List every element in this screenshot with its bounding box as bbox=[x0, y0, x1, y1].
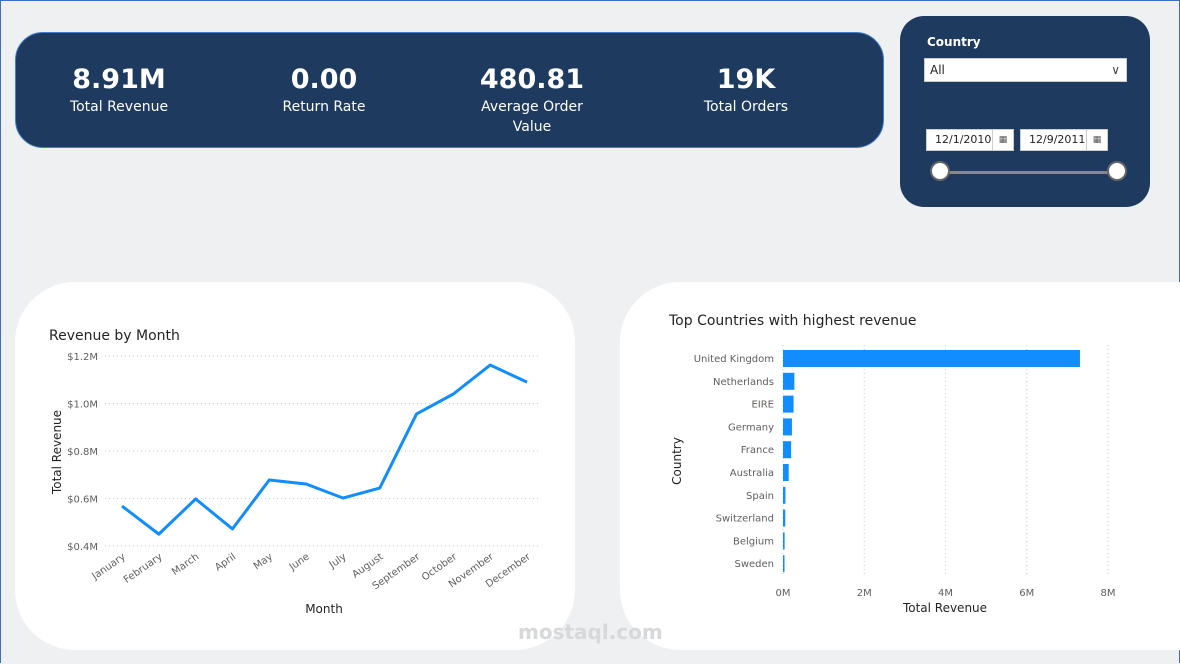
kpi-total-orders: 19K Total Orders bbox=[646, 63, 846, 117]
y-tick-label: $1.0M bbox=[67, 400, 98, 411]
kpi-value: 480.81 bbox=[479, 64, 585, 95]
bar bbox=[783, 395, 794, 413]
country-selected-value: All bbox=[930, 63, 945, 77]
x-tick-label: April bbox=[213, 551, 238, 573]
kpi-value: 8.91M bbox=[72, 64, 166, 95]
bar bbox=[783, 418, 792, 436]
x-tick-label: March bbox=[170, 551, 201, 577]
date-range-start-handle[interactable] bbox=[930, 161, 950, 181]
kpi-value: 19K bbox=[716, 64, 776, 95]
filter-panel: Country All ∨ 12/1/2010 ▦ 12/9/2011 ▦ bbox=[900, 16, 1150, 207]
watermark: mostaql.com bbox=[518, 620, 663, 644]
x-tick-label: 2M bbox=[857, 588, 872, 599]
kpi-panel: 8.91M Total Revenue 0.00 Return Rate 480.8… bbox=[15, 32, 884, 148]
y-tick-label: $0.8M bbox=[67, 447, 98, 458]
end-date-value: 12/9/2011 bbox=[1029, 133, 1086, 146]
date-range-end-handle[interactable] bbox=[1107, 161, 1127, 181]
bar bbox=[783, 350, 1080, 367]
revenue-by-month-card: Revenue by Month bbox=[15, 282, 575, 650]
kpi-label: Total Orders bbox=[703, 99, 789, 115]
y-tick-label: Sweden bbox=[734, 559, 774, 570]
kpi-value: 0.00 bbox=[290, 64, 358, 95]
kpi-return-rate: 0.00 Return Rate bbox=[224, 63, 424, 117]
x-axis-title: Total Revenue bbox=[902, 601, 987, 615]
x-tick-label: 4M bbox=[938, 588, 953, 599]
kpi-label: Average Order Value bbox=[481, 99, 583, 135]
kpi-total-revenue: 8.91M Total Revenue bbox=[19, 63, 219, 117]
x-tick-label: 0M bbox=[776, 588, 791, 599]
end-date-input[interactable]: 12/9/2011 ▦ bbox=[1020, 129, 1108, 151]
y-tick-label: Belgium bbox=[733, 536, 774, 547]
calendar-icon[interactable]: ▦ bbox=[1086, 130, 1107, 150]
x-tick-label: May bbox=[252, 551, 275, 572]
start-date-input[interactable]: 12/1/2010 ▦ bbox=[926, 129, 1014, 151]
x-tick-label: 6M bbox=[1019, 588, 1034, 599]
calendar-icon[interactable]: ▦ bbox=[992, 130, 1013, 150]
x-tick-label: July bbox=[327, 551, 349, 571]
bar bbox=[783, 555, 785, 573]
y-tick-label: Switzerland bbox=[716, 514, 774, 525]
y-tick-label: France bbox=[741, 445, 774, 456]
revenue-line bbox=[121, 363, 528, 536]
country-filter-label: Country bbox=[927, 35, 981, 49]
x-tick-label: June bbox=[287, 551, 312, 573]
x-tick-label: February bbox=[122, 551, 165, 585]
start-date-value: 12/1/2010 bbox=[935, 133, 992, 146]
country-dropdown[interactable]: All ∨ bbox=[924, 58, 1127, 82]
y-tick-label: EIRE bbox=[751, 400, 774, 411]
x-tick-label: 8M bbox=[1101, 588, 1116, 599]
bar bbox=[783, 486, 786, 504]
bar-chart-title: Top Countries with highest revenue bbox=[669, 313, 917, 329]
bar bbox=[783, 441, 792, 459]
y-axis-title: Total Revenue bbox=[50, 410, 64, 495]
kpi-label: Return Rate bbox=[282, 99, 366, 115]
bar bbox=[783, 464, 789, 481]
y-tick-label: $0.4M bbox=[67, 542, 98, 553]
y-tick-label: Australia bbox=[730, 468, 774, 479]
y-tick-label: Germany bbox=[728, 422, 774, 433]
y-tick-label: Netherlands bbox=[713, 377, 774, 388]
top-countries-card: Top Countries with highest revenue bbox=[620, 282, 1180, 650]
bar bbox=[783, 532, 785, 550]
bar bbox=[783, 509, 786, 527]
y-tick-label: United Kingdom bbox=[694, 354, 774, 365]
x-axis-title: Month bbox=[305, 602, 343, 616]
line-chart-title: Revenue by Month bbox=[49, 328, 180, 344]
y-axis-title: Country bbox=[670, 437, 684, 485]
kpi-average-order-value: 480.81 Average Order Value bbox=[432, 63, 632, 137]
y-tick-label: Spain bbox=[746, 491, 774, 502]
date-range-slider-track[interactable] bbox=[940, 171, 1118, 174]
y-tick-label: $0.6M bbox=[67, 495, 98, 506]
chevron-down-icon: ∨ bbox=[1111, 63, 1120, 77]
y-tick-label: $1.2M bbox=[67, 352, 98, 363]
bar bbox=[783, 372, 795, 390]
kpi-label: Total Revenue bbox=[69, 99, 169, 115]
